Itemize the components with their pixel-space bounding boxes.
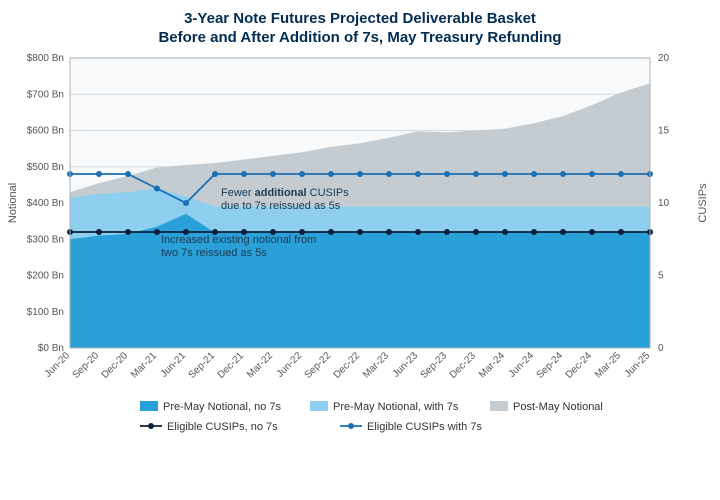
line-cusips-with7s-marker xyxy=(415,171,421,177)
x-tick: Mar-23 xyxy=(361,350,391,380)
line-cusips-no7s-marker xyxy=(415,229,421,235)
line-cusips-no7s-marker xyxy=(589,229,595,235)
line-cusips-no7s-marker xyxy=(125,229,131,235)
line-cusips-with7s-marker xyxy=(357,171,363,177)
legend-pre-with7s-swatch xyxy=(310,401,328,411)
legend-cusips-with7s-label: Eligible CUSIPs with 7s xyxy=(367,421,482,433)
legend-pre-no7s-label: Pre-May Notional, no 7s xyxy=(163,401,281,413)
svg-text:$100 Bn: $100 Bn xyxy=(27,306,64,317)
x-tick: Jun-20 xyxy=(43,350,73,380)
chart-container: 3-Year Note Futures Projected Deliverabl… xyxy=(0,0,720,500)
line-cusips-with7s-marker xyxy=(618,171,624,177)
line-cusips-no7s-marker xyxy=(154,229,160,235)
x-tick: Sep-21 xyxy=(187,350,218,381)
x-tick: Sep-22 xyxy=(303,350,334,381)
x-tick: Mar-24 xyxy=(477,350,507,380)
line-cusips-no7s-marker xyxy=(473,229,479,235)
chart-title: 3-Year Note Futures Projected Deliverabl… xyxy=(0,0,720,48)
y-right-label: CUSIPs xyxy=(697,182,709,222)
x-tick: Sep-24 xyxy=(535,350,566,381)
svg-text:$500 Bn: $500 Bn xyxy=(27,161,64,172)
line-cusips-with7s-marker xyxy=(589,171,595,177)
line-cusips-with7s-marker xyxy=(531,171,537,177)
line-cusips-with7s-marker xyxy=(299,171,305,177)
line-cusips-no7s-marker xyxy=(531,229,537,235)
x-tick: Dec-20 xyxy=(100,350,131,381)
legend-pre-with7s-label: Pre-May Notional, with 7s xyxy=(333,401,459,413)
legend-cusips-with7s-marker xyxy=(348,423,354,429)
annotation-cusips: Fewer additional CUSIPsdue to 7s reissue… xyxy=(221,186,349,211)
chart-svg: $0 Bn $100 Bn $200 Bn $300 Bn $400 Bn $500 Bn… xyxy=(0,48,720,498)
x-tick: Sep-20 xyxy=(71,350,102,381)
svg-text:10: 10 xyxy=(658,198,670,209)
line-cusips-no7s-marker xyxy=(502,229,508,235)
svg-text:$0 Bn: $0 Bn xyxy=(38,343,64,354)
x-tick: Jun-21 xyxy=(159,350,189,380)
line-cusips-no7s-marker xyxy=(386,229,392,235)
x-tick: Jun-22 xyxy=(275,350,305,380)
svg-text:$700 Bn: $700 Bn xyxy=(27,89,64,100)
legend-post-may-swatch xyxy=(490,401,508,411)
line-cusips-with7s-marker xyxy=(386,171,392,177)
line-cusips-with7s-marker xyxy=(270,171,276,177)
line-cusips-no7s-marker xyxy=(444,229,450,235)
legend-cusips-no7s-marker xyxy=(148,423,154,429)
title-line-2: Before and After Addition of 7s, May Tre… xyxy=(0,29,720,48)
svg-text:$600 Bn: $600 Bn xyxy=(27,125,64,136)
line-cusips-with7s-marker xyxy=(560,171,566,177)
x-tick: Sep-23 xyxy=(419,350,450,381)
line-cusips-no7s-marker xyxy=(328,229,334,235)
line-cusips-with7s-marker xyxy=(154,185,160,191)
legend-pre-no7s-swatch xyxy=(140,401,158,411)
line-cusips-with7s-marker xyxy=(241,171,247,177)
x-tick: Dec-21 xyxy=(216,350,247,381)
line-cusips-with7s-marker xyxy=(96,171,102,177)
svg-text:20: 20 xyxy=(658,53,670,64)
x-tick: Dec-24 xyxy=(564,350,595,381)
svg-text:$400 Bn: $400 Bn xyxy=(27,198,64,209)
x-tick: Jun-23 xyxy=(391,350,421,380)
line-cusips-with7s-marker xyxy=(183,200,189,206)
svg-text:$300 Bn: $300 Bn xyxy=(27,234,64,245)
line-cusips-no7s-marker xyxy=(560,229,566,235)
title-line-1: 3-Year Note Futures Projected Deliverabl… xyxy=(0,10,720,29)
line-cusips-with7s-marker xyxy=(444,171,450,177)
line-cusips-with7s-marker xyxy=(328,171,334,177)
y-left-label: Notional xyxy=(7,182,19,222)
legend-post-may-label: Post-May Notional xyxy=(513,401,603,413)
svg-text:5: 5 xyxy=(658,270,664,281)
x-tick: Jun-25 xyxy=(623,350,653,380)
x-tick: Dec-23 xyxy=(448,350,479,381)
line-cusips-no7s-marker xyxy=(96,229,102,235)
svg-text:$200 Bn: $200 Bn xyxy=(27,270,64,281)
x-tick: Jun-24 xyxy=(507,350,537,380)
line-cusips-with7s-marker xyxy=(212,171,218,177)
svg-text:0: 0 xyxy=(658,343,664,354)
svg-text:$800 Bn: $800 Bn xyxy=(27,53,64,64)
svg-text:15: 15 xyxy=(658,125,670,136)
line-cusips-no7s-marker xyxy=(357,229,363,235)
x-tick: Mar-22 xyxy=(245,350,275,380)
line-cusips-no7s-marker xyxy=(618,229,624,235)
x-tick: Mar-25 xyxy=(593,350,623,380)
line-cusips-with7s-marker xyxy=(502,171,508,177)
legend-cusips-no7s-label: Eligible CUSIPs, no 7s xyxy=(167,421,278,433)
x-tick: Mar-21 xyxy=(129,350,159,380)
line-cusips-with7s-marker xyxy=(473,171,479,177)
line-cusips-with7s-marker xyxy=(125,171,131,177)
x-tick: Dec-22 xyxy=(332,350,363,381)
